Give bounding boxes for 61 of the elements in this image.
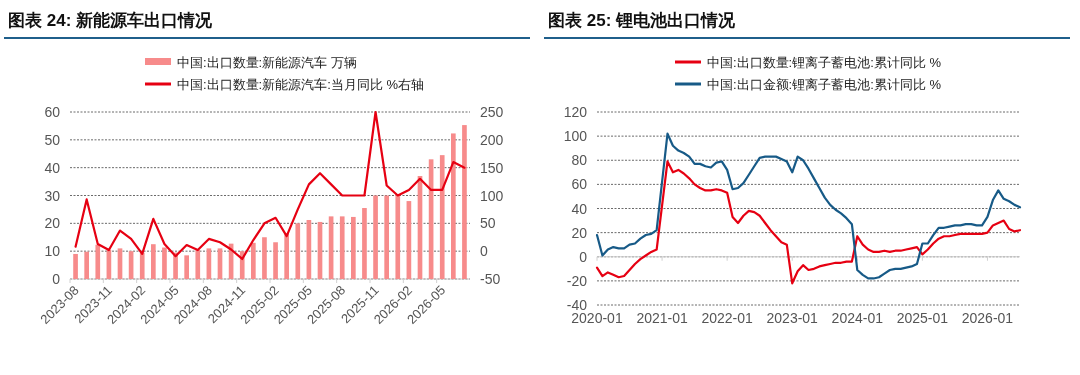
y-tick-label: 120 [563, 104, 588, 120]
bar [95, 244, 101, 279]
y-tick-label: 0 [52, 271, 61, 287]
bar [395, 194, 401, 279]
y2-tick-label: 150 [480, 159, 504, 176]
x-tick-label: 2020-01 [571, 310, 623, 326]
bar [451, 133, 456, 279]
y-tick-label: 20 [44, 215, 61, 232]
bar [151, 244, 156, 279]
bar [139, 252, 145, 279]
bar [195, 249, 201, 279]
y-tick-label: -40 [566, 297, 588, 313]
chart-title: 图表 24: 新能源车出口情况 [8, 11, 214, 30]
bar [351, 216, 356, 279]
y2-tick-label: 50 [480, 215, 496, 232]
y-tick-label: 80 [571, 152, 588, 169]
bar [251, 242, 256, 279]
bar [73, 253, 78, 279]
y2-tick-label: 250 [480, 104, 504, 120]
y-tick-label: 0 [579, 248, 588, 265]
bar [295, 223, 301, 279]
bar [384, 195, 389, 279]
bar [162, 247, 167, 279]
y2-tick-label: -50 [480, 271, 501, 287]
chart-title: 图表 25: 锂电池出口情况 [548, 11, 737, 30]
x-tick-label: 2023-01 [766, 310, 819, 326]
bar [273, 242, 278, 279]
bar [262, 237, 267, 279]
y-tick-label: -20 [566, 272, 588, 289]
legend-label: 中国:出口数量:新能源汽车 万辆 [177, 55, 357, 70]
bar [439, 155, 445, 279]
y-tick-label: 10 [44, 243, 61, 260]
legend-label: 中国:出口数量:新能源汽车:当月同比 %右轴 [177, 77, 425, 92]
x-tick-label: 2022-01 [701, 310, 754, 326]
y-tick-label: 60 [44, 104, 61, 120]
y-tick-label: 60 [571, 176, 588, 193]
legend-label: 中国:出口数量:锂离子蓄电池:累计同比 % [707, 55, 942, 70]
y-tick-label: 40 [571, 200, 588, 217]
bar [184, 255, 189, 279]
bar [284, 233, 289, 279]
bar [362, 208, 367, 279]
line-series [595, 132, 1022, 280]
y2-tick-label: 0 [480, 243, 488, 260]
y-tick-label: 50 [44, 131, 61, 148]
y-tick-label: 20 [571, 224, 588, 241]
y-tick-label: 40 [44, 159, 61, 176]
y-tick-label: 100 [563, 128, 588, 145]
bar [84, 251, 89, 279]
bar [462, 125, 467, 279]
y-tick-label: 30 [44, 187, 61, 204]
x-tick-label: 2024-01 [831, 310, 884, 326]
x-tick-label: 2026-01 [961, 310, 1014, 326]
bar [339, 216, 345, 279]
x-tick-label: 2021-01 [636, 310, 688, 326]
bar [373, 195, 378, 279]
legend-label: 中国:出口金额:锂离子蓄电池:累计同比 % [707, 77, 942, 92]
line-series [74, 110, 466, 261]
y2-tick-label: 200 [480, 131, 504, 148]
line-series [595, 160, 1022, 285]
x-tick-label: 2025-01 [896, 310, 949, 326]
y2-tick-label: 100 [480, 187, 504, 204]
